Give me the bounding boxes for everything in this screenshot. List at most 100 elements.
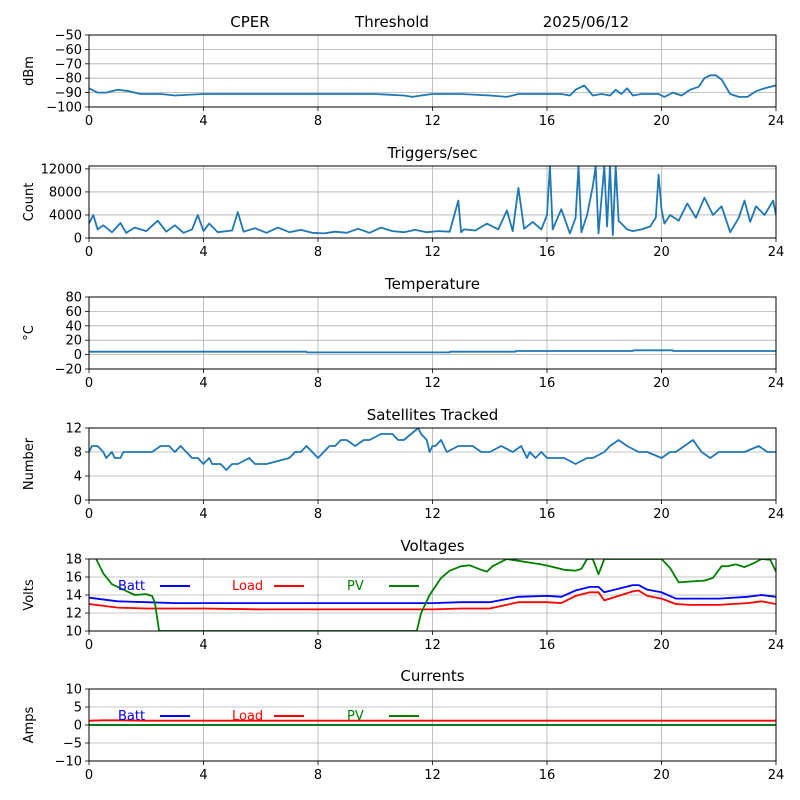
header-label: Threshold bbox=[354, 13, 429, 31]
panel-title: Currents bbox=[400, 667, 464, 685]
x-tick-label: 16 bbox=[539, 507, 556, 522]
y-tick-label: 10 bbox=[65, 625, 82, 640]
y-axis-label: Count bbox=[22, 183, 37, 222]
panel-currents: 0 4 8 12 16 20 24 −10 −5 0 5 10 Currents Amps Batt Load… bbox=[22, 667, 784, 783]
x-tick-label: 20 bbox=[653, 376, 670, 391]
y-tick-label: −60 bbox=[55, 43, 82, 58]
y-tick-label: −10 bbox=[55, 755, 82, 770]
x-tick-label: 24 bbox=[768, 376, 785, 391]
y-tick-label: 5 bbox=[74, 701, 82, 716]
panel-title: Voltages bbox=[400, 537, 464, 555]
x-tick-label: 16 bbox=[539, 768, 556, 783]
y-tick-label: 0 bbox=[74, 232, 82, 247]
x-tick-label: 24 bbox=[768, 245, 785, 260]
x-tick-label: 0 bbox=[85, 638, 93, 653]
y-tick-label: −100 bbox=[46, 101, 82, 116]
y-tick-label: 20 bbox=[65, 334, 82, 349]
y-tick-label: −70 bbox=[55, 57, 82, 72]
x-tick-label: 8 bbox=[314, 507, 322, 522]
x-tick-label: 0 bbox=[85, 376, 93, 391]
x-tick-label: 4 bbox=[199, 376, 207, 391]
series-line-load bbox=[89, 589, 776, 611]
y-tick-label: −5 bbox=[63, 737, 82, 752]
y-tick-label: 16 bbox=[65, 571, 82, 586]
panel-title: Temperature bbox=[384, 275, 480, 293]
legend-label-batt: Batt bbox=[118, 579, 145, 594]
y-tick-label: −20 bbox=[55, 363, 82, 378]
x-tick-label: 8 bbox=[314, 638, 322, 653]
y-tick-label: 12000 bbox=[41, 162, 82, 177]
x-tick-label: 12 bbox=[424, 638, 441, 653]
x-tick-label: 24 bbox=[768, 114, 785, 129]
series-line-data bbox=[89, 166, 776, 237]
y-tick-label: 12 bbox=[65, 422, 82, 437]
y-axis-label: dBm bbox=[22, 56, 37, 86]
x-tick-label: 0 bbox=[85, 768, 93, 783]
y-tick-label: 12 bbox=[65, 607, 82, 622]
x-tick-label: 20 bbox=[653, 245, 670, 260]
x-tick-label: 20 bbox=[653, 507, 670, 522]
x-tick-label: 4 bbox=[199, 768, 207, 783]
x-tick-label: 4 bbox=[199, 245, 207, 260]
legend-label-pv: PV bbox=[347, 709, 364, 724]
x-tick-label: 12 bbox=[424, 376, 441, 391]
header-site: CPER bbox=[230, 13, 269, 31]
x-tick-label: 8 bbox=[314, 245, 322, 260]
panel-title: Satellites Tracked bbox=[367, 406, 498, 424]
y-tick-label: 8 bbox=[74, 446, 82, 461]
axes-frame bbox=[88, 165, 777, 239]
x-tick-label: 20 bbox=[653, 768, 670, 783]
y-axis-label: Number bbox=[22, 437, 37, 490]
y-tick-label: 14 bbox=[65, 589, 82, 604]
series-line-data bbox=[89, 349, 776, 354]
x-tick-label: 4 bbox=[199, 114, 207, 129]
x-tick-label: 8 bbox=[314, 376, 322, 391]
x-tick-label: 24 bbox=[768, 507, 785, 522]
legend-label-load: Load bbox=[232, 579, 263, 594]
panel-triggers: 0 4 8 12 16 20 24 0 4000 8000 12000 Triggers/sec Cou… bbox=[22, 144, 784, 260]
y-axis-label: °C bbox=[22, 325, 37, 341]
series-line-data bbox=[89, 428, 776, 471]
series-line-batt bbox=[89, 584, 776, 604]
x-tick-label: 16 bbox=[539, 376, 556, 391]
x-tick-label: 4 bbox=[199, 638, 207, 653]
y-tick-label: −80 bbox=[55, 72, 82, 87]
axes-frame bbox=[88, 34, 777, 108]
x-tick-label: 16 bbox=[539, 245, 556, 260]
y-tick-label: 4 bbox=[74, 470, 82, 485]
series-line-data bbox=[89, 74, 776, 98]
x-tick-label: 12 bbox=[424, 245, 441, 260]
legend-label-pv: PV bbox=[347, 579, 364, 594]
y-tick-label: 8000 bbox=[49, 185, 82, 200]
x-tick-label: 16 bbox=[539, 114, 556, 129]
axes-frame bbox=[88, 427, 777, 501]
y-tick-label: 0 bbox=[74, 494, 82, 509]
x-tick-label: 24 bbox=[768, 768, 785, 783]
x-tick-label: 12 bbox=[424, 507, 441, 522]
panel-title: Triggers/sec bbox=[387, 144, 478, 162]
y-tick-label: 10 bbox=[65, 683, 82, 698]
y-tick-label: 60 bbox=[65, 305, 82, 320]
panel-threshold: 0 4 8 12 16 20 24 −100−90−80−70−60−50 dBm bbox=[22, 29, 784, 130]
y-tick-label: −90 bbox=[55, 86, 82, 101]
x-tick-label: 0 bbox=[85, 245, 93, 260]
x-tick-label: 0 bbox=[85, 114, 93, 129]
axes-frame bbox=[88, 296, 777, 370]
x-tick-label: 12 bbox=[424, 768, 441, 783]
series-line-pv bbox=[95, 559, 776, 631]
y-tick-label: −50 bbox=[55, 29, 82, 44]
legend-label-load: Load bbox=[232, 709, 263, 724]
x-tick-label: 24 bbox=[768, 638, 785, 653]
axes-frame bbox=[88, 558, 777, 632]
y-tick-label: 0 bbox=[74, 719, 82, 734]
y-tick-label: 0 bbox=[74, 348, 82, 363]
panel-satellites: 0 4 8 12 16 20 24 0 4 8 12 Satellites Tracked Number bbox=[22, 406, 784, 522]
y-tick-label: 80 bbox=[65, 291, 82, 306]
x-tick-label: 20 bbox=[653, 114, 670, 129]
legend-label-batt: Batt bbox=[118, 709, 145, 724]
x-tick-label: 0 bbox=[85, 507, 93, 522]
